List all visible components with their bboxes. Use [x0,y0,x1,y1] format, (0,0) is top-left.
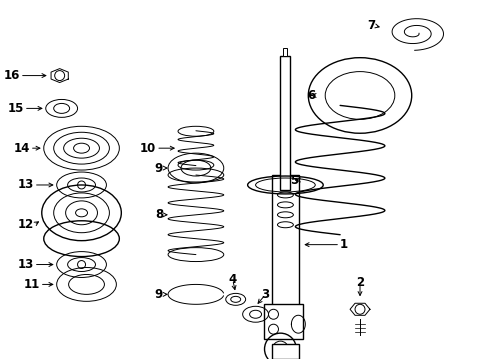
Text: 8: 8 [155,208,163,221]
Text: 3: 3 [261,288,269,301]
Bar [283,48,287,56]
Text: 10: 10 [140,142,156,155]
Text: 7: 7 [366,19,374,32]
Text: 6: 6 [306,89,315,102]
Text: 13: 13 [18,258,34,271]
Bar [271,344,299,359]
Text: 4: 4 [228,273,236,286]
Bar [280,56,290,190]
Text: 2: 2 [355,276,364,289]
Text: 1: 1 [340,238,347,251]
Text: 9: 9 [155,162,163,175]
Text: 16: 16 [3,69,20,82]
Text: 12: 12 [18,218,34,231]
Text: 5: 5 [289,174,298,186]
Bar [263,304,303,339]
Text: 15: 15 [7,102,24,115]
Text: 14: 14 [14,142,30,155]
Text: 11: 11 [23,278,40,291]
Bar [271,175,299,319]
Text: 9: 9 [155,288,163,301]
Text: 13: 13 [18,179,34,192]
